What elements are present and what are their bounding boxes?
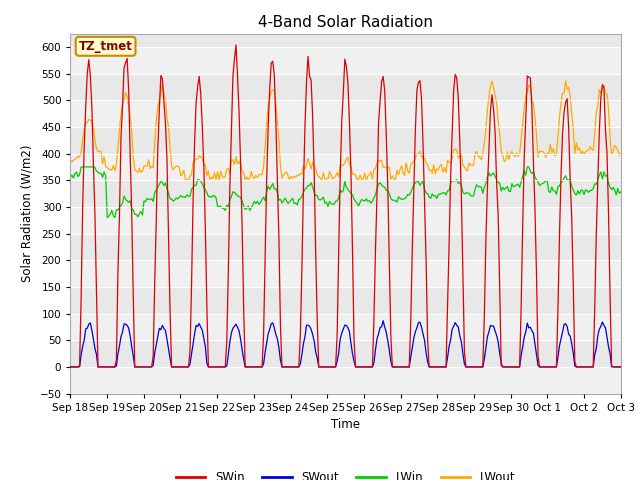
- SWout: [258, 364, 266, 370]
- LWin: [137, 209, 145, 215]
- SWin: [617, 364, 625, 370]
- SWin: [308, 113, 316, 119]
- SWout: [230, 324, 238, 329]
- Title: 4-Band Solar Radiation: 4-Band Solar Radiation: [258, 15, 433, 30]
- LWout: [182, 178, 189, 183]
- Bar: [70, 367, 621, 394]
- Bar: [70, 313, 621, 340]
- LWout: [134, 169, 141, 175]
- LWin: [67, 175, 74, 180]
- LWout: [250, 176, 258, 181]
- LWin: [234, 193, 241, 199]
- SWin: [588, 364, 595, 370]
- SWout: [617, 364, 625, 370]
- Line: SWout: SWout: [70, 321, 621, 367]
- LWout: [260, 164, 268, 170]
- SWin: [250, 364, 258, 370]
- SWin: [67, 364, 74, 370]
- LWin: [252, 201, 260, 206]
- Bar: [70, 100, 621, 127]
- X-axis label: Time: Time: [331, 418, 360, 431]
- LWout: [232, 154, 240, 159]
- LWin: [589, 185, 597, 191]
- SWout: [307, 326, 315, 332]
- LWin: [261, 198, 269, 204]
- LWin: [310, 190, 318, 195]
- SWout: [588, 364, 595, 370]
- Line: LWin: LWin: [70, 167, 621, 217]
- Bar: [70, 154, 621, 180]
- Y-axis label: Solar Radiation (W/m2): Solar Radiation (W/m2): [21, 145, 34, 282]
- LWout: [617, 151, 625, 156]
- Bar: [70, 207, 621, 234]
- Line: LWout: LWout: [70, 81, 621, 180]
- LWin: [617, 189, 625, 195]
- SWin: [134, 364, 141, 370]
- LWout: [562, 78, 570, 84]
- SWout: [67, 364, 74, 370]
- Bar: [70, 47, 621, 73]
- Line: SWin: SWin: [70, 45, 621, 367]
- Bar: [70, 260, 621, 287]
- LWin: [103, 215, 111, 220]
- SWin: [260, 333, 268, 338]
- LWin: [77, 164, 85, 170]
- LWout: [308, 159, 316, 165]
- SWin: [232, 42, 240, 48]
- SWin: [230, 56, 238, 62]
- Legend: SWin, SWout, LWin, LWout: SWin, SWout, LWin, LWout: [171, 466, 520, 480]
- SWout: [380, 318, 387, 324]
- Text: TZ_tmet: TZ_tmet: [79, 40, 132, 53]
- LWout: [67, 157, 74, 163]
- LWout: [589, 147, 597, 153]
- SWout: [249, 364, 257, 370]
- SWout: [134, 364, 141, 370]
